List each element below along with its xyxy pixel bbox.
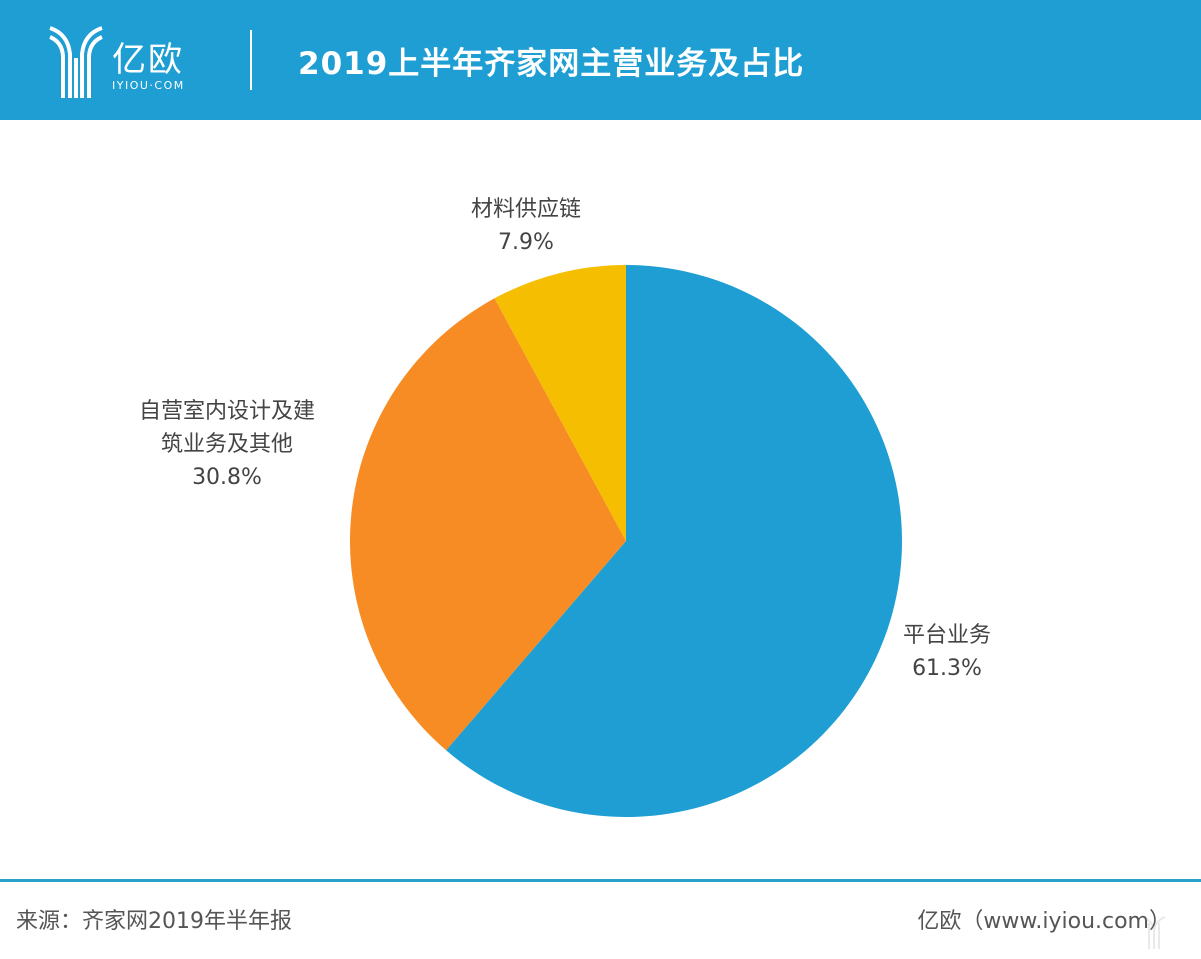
pie-chart-svg	[350, 265, 903, 817]
iyiou-logo: 亿欧 IYIOU·COM	[46, 24, 216, 100]
header-bar: 亿欧 IYIOU·COM 2019上半年齐家网主营业务及占比	[0, 0, 1201, 120]
slice-label-name: 材料供应链	[471, 197, 582, 222]
header-divider	[250, 30, 252, 90]
logo-chinese-text: 亿欧	[112, 40, 184, 80]
slice-platform	[446, 265, 903, 817]
chart-title: 2019上半年齐家网主营业务及占比	[298, 46, 805, 82]
slice-label-value: 30.8%	[192, 465, 262, 490]
site-credit: 亿欧（www.iyiou.com）	[917, 909, 1171, 934]
slice-label-name-line2: 筑业务及其他	[161, 432, 294, 457]
footer-divider	[0, 879, 1201, 882]
slice-self-operated	[350, 298, 626, 751]
slice-label-value: 7.9%	[498, 230, 554, 255]
slice-label-value: 61.3%	[912, 656, 982, 681]
slice-label-platform: 平台业务 61.3%	[903, 619, 991, 685]
source-note: 来源：齐家网2019年半年报	[16, 909, 292, 934]
pie-chart: 平台业务 61.3% 自营室内设计及建 筑业务及其他 30.8% 材料供应链 7…	[0, 120, 1201, 880]
slice-supply-chain	[494, 265, 626, 541]
watermark-logo-icon	[1142, 916, 1166, 949]
slice-label-name: 平台业务	[903, 623, 992, 648]
logo-english-text: IYIOU·COM	[112, 79, 185, 92]
slice-label-name-line1: 自营室内设计及建	[139, 399, 316, 424]
iyiou-logo-icon	[49, 26, 103, 98]
slice-label-self-operated: 自营室内设计及建 筑业务及其他 30.8%	[139, 395, 315, 494]
slice-label-supply-chain: 材料供应链 7.9%	[471, 193, 581, 259]
